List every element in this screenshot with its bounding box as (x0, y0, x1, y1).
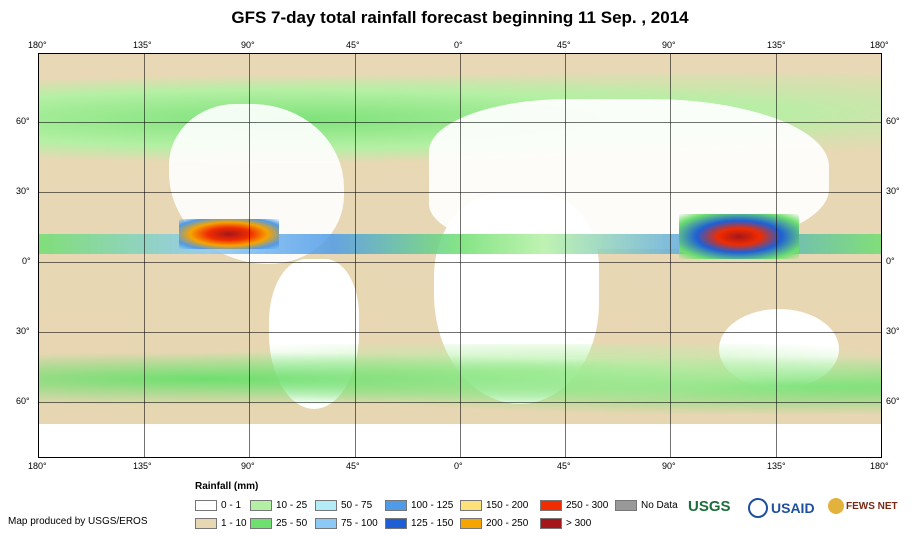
legend-label: 1 - 10 (221, 517, 247, 529)
graticule-lat (39, 122, 881, 123)
legend-label: > 300 (566, 517, 592, 529)
legend-swatch (250, 499, 272, 511)
legend-item: 0 - 1 (195, 499, 241, 511)
lat-label-left: 0° (22, 256, 31, 266)
lon-label-top: 135° (133, 40, 152, 50)
legend-item: No Data (615, 499, 678, 511)
legend-swatch (195, 499, 217, 511)
lon-label-bottom: 135° (767, 461, 786, 471)
lon-label-top: 45° (557, 40, 571, 50)
lon-label-top: 90° (241, 40, 255, 50)
east-pacific-heavy-rain (179, 219, 279, 249)
graticule-lat (39, 262, 881, 263)
lon-label-bottom: 0° (454, 461, 463, 471)
legend-label: 0 - 1 (221, 499, 242, 511)
lon-label-top: 180° (870, 40, 889, 50)
legend-item: 10 - 25 (250, 499, 307, 511)
lon-label-top: 45° (346, 40, 360, 50)
legend-swatch (460, 517, 482, 529)
map-title: GFS 7-day total rainfall forecast beginn… (231, 8, 689, 27)
graticule-lat (39, 402, 881, 403)
legend-item: 25 - 50 (250, 517, 307, 529)
lon-label-top: 180° (28, 40, 47, 50)
fews-globe-icon (828, 498, 844, 514)
legend-swatch (195, 517, 217, 529)
legend-item: 150 - 200 (460, 499, 528, 511)
lon-label-top: 0° (454, 40, 463, 50)
lat-label-right: 0° (886, 256, 895, 266)
lat-label-left: 30° (16, 326, 30, 336)
legend-swatch (460, 499, 482, 511)
legend-item: 100 - 125 (385, 499, 453, 511)
legend-title: Rainfall (mm) (195, 481, 259, 492)
legend-item: 50 - 75 (315, 499, 372, 511)
graticule-lon (249, 54, 250, 457)
lon-label-bottom: 90° (662, 461, 676, 471)
lon-label-bottom: 45° (346, 461, 360, 471)
lat-label-left: 60° (16, 396, 30, 406)
legend-swatch (250, 517, 272, 529)
legend-swatch (540, 499, 562, 511)
legend-swatch (540, 517, 562, 529)
lon-label-bottom: 45° (557, 461, 571, 471)
west-pacific-heavy-rain (679, 214, 799, 259)
graticule-lon (670, 54, 671, 457)
usgs-logo-text: USGS (688, 498, 731, 515)
fews-net-logo: FEWS NET (828, 498, 898, 514)
legend-swatch (385, 517, 407, 529)
lon-label-bottom: 90° (241, 461, 255, 471)
legend-item: 200 - 250 (460, 517, 528, 529)
graticule-lon (565, 54, 566, 457)
usaid-logo: USAID (748, 498, 815, 518)
lon-label-bottom: 180° (870, 461, 889, 471)
legend-item: 1 - 10 (195, 517, 247, 529)
legend-label: 75 - 100 (341, 517, 378, 529)
legend-swatch (615, 499, 637, 511)
legend-label: 125 - 150 (411, 517, 454, 529)
legend-swatch (385, 499, 407, 511)
legend-label: 250 - 300 (566, 499, 609, 511)
legend-item: 125 - 150 (385, 517, 453, 529)
legend-label: 200 - 250 (486, 517, 529, 529)
fews-logo-text: FEWS NET (846, 500, 898, 512)
graticule-lat (39, 332, 881, 333)
legend-label: No Data (641, 499, 678, 511)
usaid-seal-icon (748, 498, 768, 518)
lat-label-right: 60° (886, 396, 900, 406)
graticule-lon (144, 54, 145, 457)
legend-label: 150 - 200 (486, 499, 529, 511)
lat-label-right: 30° (886, 326, 900, 336)
usgs-logo: USGS (688, 498, 731, 515)
legend-label: 100 - 125 (411, 499, 454, 511)
legend-swatch (315, 499, 337, 511)
lon-label-bottom: 180° (28, 461, 47, 471)
graticule-lon (460, 54, 461, 457)
graticule-lon (776, 54, 777, 457)
lon-label-top: 135° (767, 40, 786, 50)
lon-label-top: 90° (662, 40, 676, 50)
legend-label: 10 - 25 (276, 499, 308, 511)
legend-label: 25 - 50 (276, 517, 308, 529)
legend-item: > 300 (540, 517, 591, 529)
graticule-lon (355, 54, 356, 457)
legend-swatch (315, 517, 337, 529)
lon-label-bottom: 135° (133, 461, 152, 471)
legend-item: 250 - 300 (540, 499, 608, 511)
lat-label-right: 30° (886, 186, 900, 196)
legend-item: 75 - 100 (315, 517, 378, 529)
usaid-logo-text: USAID (771, 500, 815, 516)
rainfall-map (38, 53, 882, 458)
credit-text: Map produced by USGS/EROS (8, 516, 148, 527)
lat-label-left: 60° (16, 116, 30, 126)
lat-label-left: 30° (16, 186, 30, 196)
legend-label: 50 - 75 (341, 499, 373, 511)
lat-label-right: 60° (886, 116, 900, 126)
graticule-lat (39, 192, 881, 193)
